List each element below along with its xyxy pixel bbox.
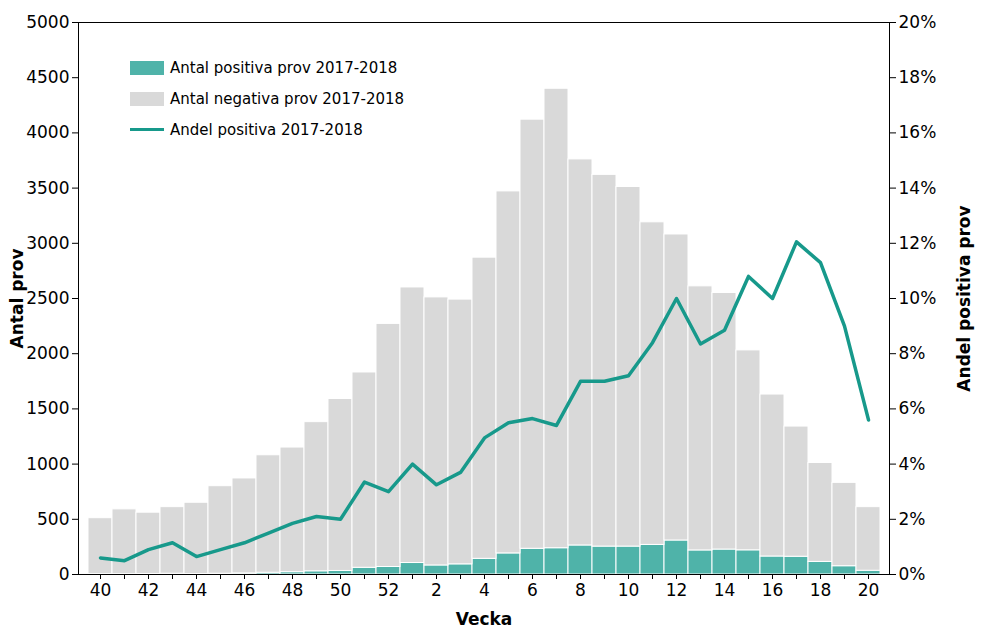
svg-text:6%: 6% [899,398,926,418]
svg-text:8: 8 [575,580,586,600]
svg-text:3500: 3500 [26,178,69,198]
svg-text:46: 46 [234,580,256,600]
svg-text:Andel positiva prov: Andel positiva prov [954,205,974,391]
html-text:Antal positiva prov 2017-2018: Antal positiva prov 2017-2018 [170,58,398,77]
svg-text:4500: 4500 [26,67,69,87]
svg-text:8%: 8% [899,343,926,363]
svg-text:2000: 2000 [26,343,69,363]
svg-text:10%: 10% [899,288,937,308]
svg-text:1000: 1000 [26,454,69,474]
svg-text:12%: 12% [899,233,937,253]
svg-text:500: 500 [37,509,69,529]
svg-text:44: 44 [186,580,208,600]
svg-text:1500: 1500 [26,398,69,418]
svg-text:2: 2 [431,580,442,600]
svg-text:18%: 18% [899,67,937,87]
html-text:Andel positiva 2017-2018: Andel positiva 2017-2018 [170,120,363,139]
svg-text:48: 48 [282,580,304,600]
svg-text:16%: 16% [899,122,937,142]
svg-text:18: 18 [810,580,832,600]
svg-text:2%: 2% [899,509,926,529]
svg-text:3000: 3000 [26,233,69,253]
svg-text:4%: 4% [899,454,926,474]
svg-text:40: 40 [90,580,112,600]
svg-text:Vecka: Vecka [456,609,513,629]
svg-text:42: 42 [138,580,160,600]
svg-text:12: 12 [666,580,688,600]
svg-text:50: 50 [330,580,352,600]
svg-text:20%: 20% [899,12,937,32]
svg-text:6: 6 [527,580,538,600]
svg-text:2500: 2500 [26,288,69,308]
svg-text:0%: 0% [899,564,926,584]
svg-text:16: 16 [762,580,784,600]
svg-text:Antal prov: Antal prov [7,249,27,349]
html-text:Antal negativa prov 2017-2018: Antal negativa prov 2017-2018 [170,89,405,108]
svg-text:4: 4 [479,580,490,600]
svg-text:4000: 4000 [26,122,69,142]
svg-text:14%: 14% [899,178,937,198]
svg-text:52: 52 [378,580,400,600]
svg-text:14: 14 [714,580,736,600]
svg-text:20: 20 [858,580,880,600]
svg-text:5000: 5000 [26,12,69,32]
svg-text:0: 0 [59,564,70,584]
svg-text:10: 10 [618,580,640,600]
